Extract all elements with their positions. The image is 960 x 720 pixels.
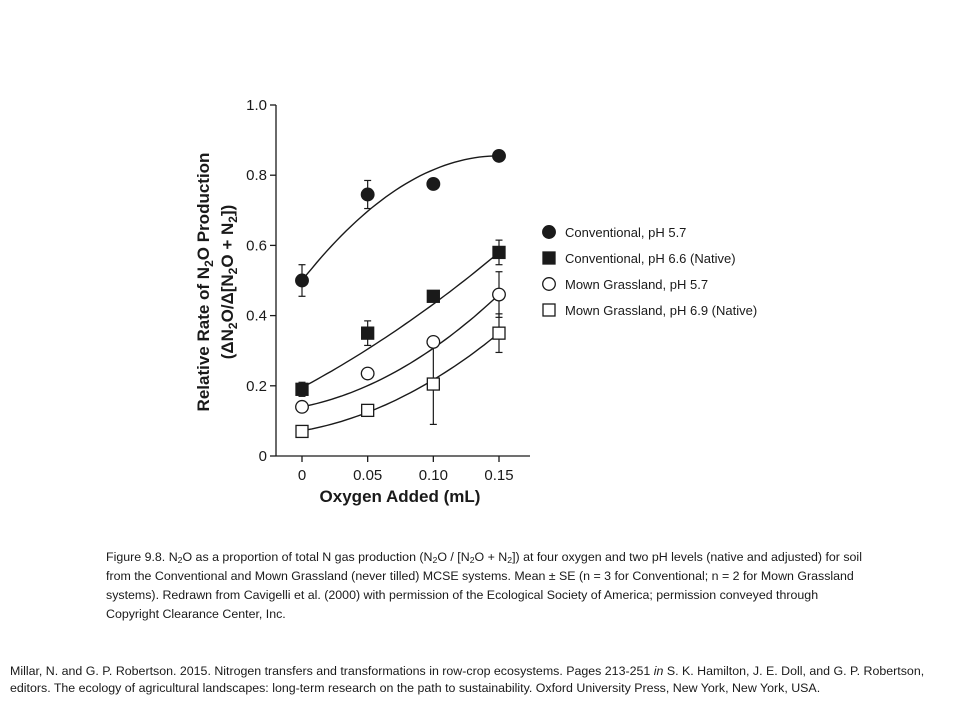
caption-text: N	[168, 550, 178, 564]
legend-label: Mown Grassland, pH 6.9 (Native)	[565, 303, 757, 318]
y-axis-title-line1: Relative Rate of N2O Production	[194, 153, 216, 412]
data-point	[295, 399, 309, 414]
fit-curve	[301, 332, 500, 432]
caption-text: O as a proportion of total N gas product…	[182, 550, 424, 564]
data-point	[426, 177, 441, 191]
caption-text: ]) at four oxygen and two pH levels (nat…	[106, 550, 862, 621]
caption-text: O + N	[474, 550, 508, 564]
label-part: O/Δ[N	[218, 274, 237, 322]
chart: 0 0.2 0.4 0.6 0.8 1.0 0 0.05 0.10 0.15 Oxygen Add…	[194, 97, 757, 506]
y-axis-title-line2: (ΔN2O/Δ[N2O + N2])	[218, 205, 240, 360]
data-point	[492, 245, 506, 260]
subscript: 2	[432, 555, 438, 566]
legend-marker	[542, 251, 556, 265]
y-tick-label: 0	[259, 448, 267, 465]
fit-curves	[301, 155, 500, 432]
subscript: 2	[469, 555, 475, 566]
axes: 0 0.2 0.4 0.6 0.8 1.0 0 0.05 0.10 0.15	[246, 97, 530, 484]
data-point	[361, 326, 375, 340]
y-tick-label: 0.4	[246, 308, 267, 325]
subscript: 2	[226, 216, 240, 223]
x-tick-label: 0.05	[353, 467, 382, 484]
data-point	[492, 148, 506, 163]
label-part: O Production	[194, 153, 213, 261]
subscript: 2	[226, 267, 240, 274]
citation-text-end: S. K. Hamilton, J. E. Doll, and G. P. Ro…	[10, 664, 925, 695]
caption-text: N	[460, 550, 470, 564]
label-part: ])	[218, 205, 237, 216]
fit-curve	[301, 293, 500, 408]
data-point	[492, 326, 506, 340]
legend: Conventional, pH 5.7 Conventional, pH 6.6…	[542, 225, 757, 318]
caption-text: N	[423, 550, 433, 564]
y-tick-label: 0.8	[246, 167, 267, 184]
legend-label: Conventional, pH 5.7	[565, 225, 686, 240]
label-part: (ΔN	[218, 329, 237, 359]
label-part: O + N	[218, 223, 237, 268]
data-point	[295, 273, 309, 288]
data-point	[360, 366, 375, 381]
subscript: 2	[226, 322, 240, 329]
legend-marker	[542, 225, 556, 239]
source-citation: Millar, N. and G. P. Robertson. 2015. Ni…	[10, 663, 950, 697]
y-tick-label: 0.6	[246, 237, 267, 254]
citation-text-start: Millar, N. and G. P. Robertson. 2015. Ni…	[10, 664, 654, 678]
data-point	[295, 382, 309, 396]
x-tick-label: 0.15	[484, 467, 513, 484]
data-points	[295, 148, 506, 439]
legend-label: Mown Grassland, pH 5.7	[565, 277, 708, 292]
y-tick-label: 1.0	[246, 97, 267, 114]
y-tick-label: 0.2	[246, 378, 267, 395]
subscript: 2	[177, 555, 183, 566]
subscript: 2	[507, 555, 513, 566]
x-tick-label: 0.10	[419, 467, 448, 484]
error-bars	[298, 179, 503, 426]
data-point	[492, 287, 506, 302]
label-part: Relative Rate of N	[194, 267, 213, 412]
data-point	[361, 403, 375, 418]
data-point	[426, 377, 440, 391]
legend-marker	[542, 277, 556, 291]
fit-curve	[301, 155, 500, 281]
data-point	[360, 187, 375, 202]
fit-curve	[301, 251, 500, 389]
x-axis-title: Oxygen Added (mL)	[320, 487, 481, 506]
data-point	[426, 289, 440, 303]
subscript: 2	[202, 260, 216, 267]
caption-text: Figure 9.8.	[106, 550, 169, 564]
caption-text: O / [	[437, 550, 461, 564]
legend-marker	[542, 303, 556, 317]
legend-label: Conventional, pH 6.6 (Native)	[565, 251, 736, 266]
data-point	[295, 424, 309, 439]
data-point	[426, 334, 441, 349]
figure-caption: Figure 9.8. N2O as a proportion of total…	[106, 548, 866, 624]
citation-italic: in	[653, 664, 664, 678]
x-tick-label: 0	[298, 467, 306, 484]
